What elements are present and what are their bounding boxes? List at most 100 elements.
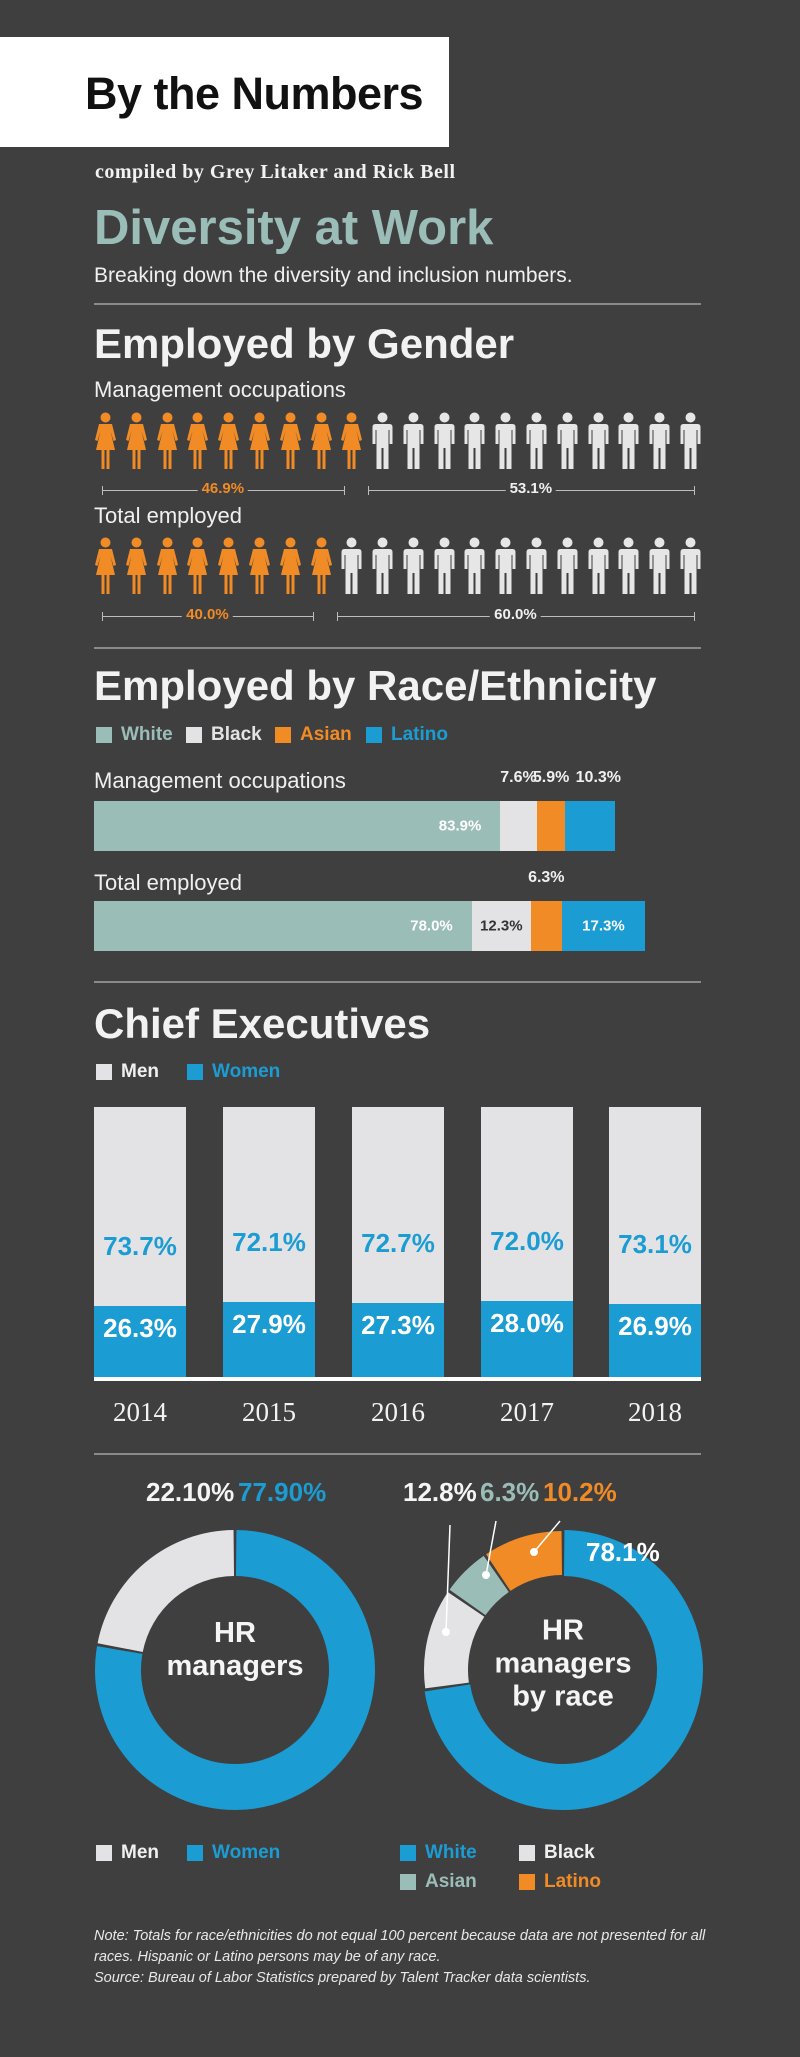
- man-icon: [556, 537, 579, 595]
- woman-icon: [217, 537, 240, 595]
- woman-icon: [279, 412, 302, 470]
- man-icon: [402, 412, 425, 470]
- range-tick: [102, 612, 103, 621]
- byline: compiled by Grey Litaker and Rick Bell: [95, 161, 456, 183]
- man-icon: [371, 412, 394, 470]
- legend-swatch-white: [96, 727, 112, 743]
- source-text: Source: Bureau of Labor Statistics prepa…: [94, 1970, 591, 1986]
- man-icon: [648, 537, 671, 595]
- man-icon: [340, 537, 363, 595]
- race-value-label: 83.9%: [438, 817, 482, 835]
- hr-latino-value: 10.2%: [543, 1477, 617, 1507]
- legend-swatch-latino: [519, 1874, 535, 1890]
- woman-icon: [217, 412, 240, 470]
- race-value-label: 12.3%: [480, 917, 523, 935]
- ceo-women-bar: [223, 1301, 315, 1377]
- legend-label-black: Black: [211, 724, 262, 745]
- ceo-women-value: 28.0%: [490, 1308, 564, 1339]
- legend-label-men: Men: [121, 1842, 159, 1863]
- race-value-label: 17.3%: [582, 917, 625, 935]
- legend-swatch-women: [187, 1064, 203, 1080]
- ceo-men-bar: [223, 1107, 315, 1302]
- divider: [94, 303, 701, 305]
- range-tick: [367, 486, 369, 495]
- man-icon: [556, 412, 579, 470]
- woman-icon: [248, 412, 271, 470]
- ceo-men-bar: [481, 1107, 573, 1302]
- race-value-label: 5.9%: [532, 769, 570, 786]
- legend-swatch-women: [187, 1845, 203, 1861]
- ceo-men-value: 72.1%: [232, 1226, 306, 1257]
- divider: [94, 1453, 701, 1455]
- woman-icon: [125, 412, 148, 470]
- ceo-men-value: 73.7%: [103, 1230, 177, 1261]
- women-percent-label: 46.9%: [197, 480, 249, 497]
- race-bar-black: [471, 901, 532, 951]
- race-bar-asian: [536, 801, 566, 851]
- legend-swatch-men: [96, 1845, 112, 1861]
- ceo-women-bar: [481, 1301, 573, 1377]
- race-value-label: 10.3%: [575, 769, 622, 786]
- legend-label-women: Women: [212, 1842, 281, 1863]
- subtitle: Breaking down the diversity and inclusio…: [94, 264, 573, 287]
- man-icon: [587, 537, 610, 595]
- hr-white-value: 78.1%: [586, 1537, 660, 1567]
- ceo-year-label: 2018: [628, 1397, 682, 1427]
- main-title: Diversity at Work: [94, 201, 494, 255]
- race-title: Employed by Race/Ethnicity: [94, 662, 657, 709]
- ceo-men-bar: [609, 1107, 701, 1305]
- woman-icon: [94, 412, 117, 470]
- man-icon: [679, 412, 702, 470]
- hr-race-center-label: HR managers by race: [494, 1614, 632, 1713]
- men-percent-label: 60.0%: [490, 606, 541, 623]
- man-icon: [402, 537, 425, 595]
- woman-icon: [156, 537, 179, 595]
- man-icon: [494, 412, 517, 470]
- legend-swatch-white: [400, 1845, 416, 1861]
- race-bar-asian: [531, 901, 562, 951]
- hr-black-value: 12.8%: [403, 1477, 477, 1507]
- man-icon: [433, 412, 456, 470]
- legend-swatch-asian: [275, 727, 291, 743]
- women-percent-label: 40.0%: [182, 606, 233, 623]
- woman-icon: [94, 537, 117, 595]
- note-text: Note: Totals for race/ethnicities do not…: [94, 1928, 706, 1965]
- gender-title: Employed by Gender: [94, 320, 515, 367]
- race-value-label: 7.6%: [500, 769, 537, 786]
- man-icon: [494, 537, 517, 595]
- race-bar-white: [94, 901, 472, 951]
- ceo-men-bar: [94, 1107, 186, 1306]
- gender-row-label-total: Total employed: [94, 503, 242, 528]
- race-row-label-management: Management occupations: [94, 768, 346, 793]
- legend-label-women: Women: [212, 1061, 281, 1082]
- leader-line: [445, 1524, 451, 1633]
- legend-label-latino: Latino: [544, 1871, 601, 1892]
- woman-icon: [279, 537, 302, 595]
- man-icon: [463, 412, 486, 470]
- leader-line: [533, 1520, 561, 1553]
- race-row-label-total: Total employed: [94, 870, 242, 895]
- legend-label-white: White: [425, 1842, 477, 1863]
- leader-dot: [530, 1548, 538, 1556]
- gender-row-label-management: Management occupations: [94, 377, 346, 402]
- ceo-men-value: 72.0%: [490, 1226, 564, 1257]
- chief-title: Chief Executives: [94, 1000, 431, 1047]
- ceo-women-value: 27.9%: [232, 1308, 306, 1339]
- ceo-women-bar: [94, 1305, 186, 1377]
- ceo-year-label: 2017: [500, 1397, 554, 1427]
- man-icon: [617, 537, 640, 595]
- ceo-men-value: 72.7%: [361, 1228, 435, 1259]
- leader-dot: [442, 1628, 450, 1636]
- ceo-women-bar: [609, 1304, 701, 1377]
- man-icon: [648, 412, 671, 470]
- race-bar-white: [94, 801, 501, 851]
- header-banner: [0, 37, 449, 147]
- ceo-men-value: 73.1%: [618, 1229, 692, 1260]
- range-tick: [343, 486, 345, 495]
- hr-race-slice-black: [424, 1592, 485, 1689]
- range-tick: [312, 612, 314, 621]
- man-icon: [463, 537, 486, 595]
- woman-icon: [310, 412, 333, 470]
- hr-women-value: 77.90%: [238, 1477, 327, 1507]
- legend-label-asian: Asian: [300, 724, 352, 745]
